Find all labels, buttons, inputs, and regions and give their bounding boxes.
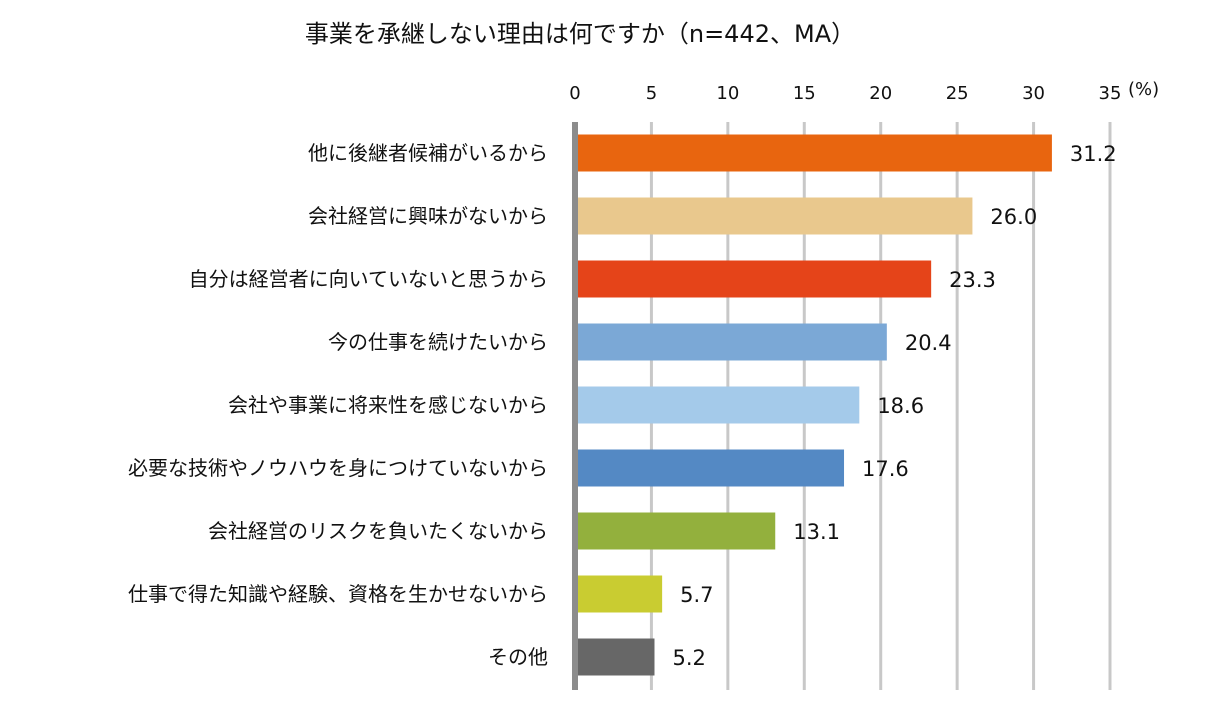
x-tick-label: 35 bbox=[1099, 83, 1122, 104]
x-tick-label: 10 bbox=[716, 83, 739, 104]
category-label: 仕事で得た知識や経験、資格を生かせないから bbox=[128, 582, 548, 606]
category-label: 自分は経営者に向いていないと思うから bbox=[189, 267, 548, 291]
category-label: 他に後継者候補がいるから bbox=[308, 141, 548, 165]
bar bbox=[575, 449, 845, 487]
bar bbox=[575, 197, 973, 235]
x-tick-label: 20 bbox=[869, 83, 892, 104]
data-label: 5.2 bbox=[672, 646, 705, 670]
category-label: その他 bbox=[488, 645, 548, 669]
data-label: 31.2 bbox=[1070, 142, 1117, 166]
category-label: 今の仕事を続けたいから bbox=[328, 330, 548, 354]
data-label: 20.4 bbox=[905, 331, 952, 355]
data-label: 5.7 bbox=[680, 583, 713, 607]
category-label: 会社経営のリスクを負いたくないから bbox=[208, 519, 548, 543]
bar bbox=[575, 323, 887, 361]
x-tick-label: 0 bbox=[569, 83, 580, 104]
chart-title: 事業を承継しない理由は何ですか（n=442、MA） bbox=[304, 20, 856, 48]
bar bbox=[575, 575, 663, 613]
category-label: 必要な技術やノウハウを身につけていないから bbox=[128, 456, 548, 480]
x-tick-label: 25 bbox=[946, 83, 969, 104]
bar bbox=[575, 386, 860, 424]
data-label: 26.0 bbox=[990, 205, 1037, 229]
x-tick-label: 30 bbox=[1022, 83, 1045, 104]
unit-label: (%) bbox=[1128, 79, 1159, 100]
data-label: 23.3 bbox=[949, 268, 996, 292]
x-tick-label: 5 bbox=[646, 83, 657, 104]
data-label: 17.6 bbox=[862, 457, 909, 481]
category-label: 会社や事業に将来性を感じないから bbox=[228, 393, 548, 417]
bar bbox=[575, 134, 1052, 172]
data-label: 18.6 bbox=[877, 394, 924, 418]
bar bbox=[575, 512, 776, 550]
category-label: 会社経営に興味がないから bbox=[308, 204, 548, 228]
data-label: 13.1 bbox=[793, 520, 840, 544]
bar bbox=[575, 260, 932, 298]
bar bbox=[575, 638, 655, 676]
x-tick-label: 15 bbox=[793, 83, 816, 104]
